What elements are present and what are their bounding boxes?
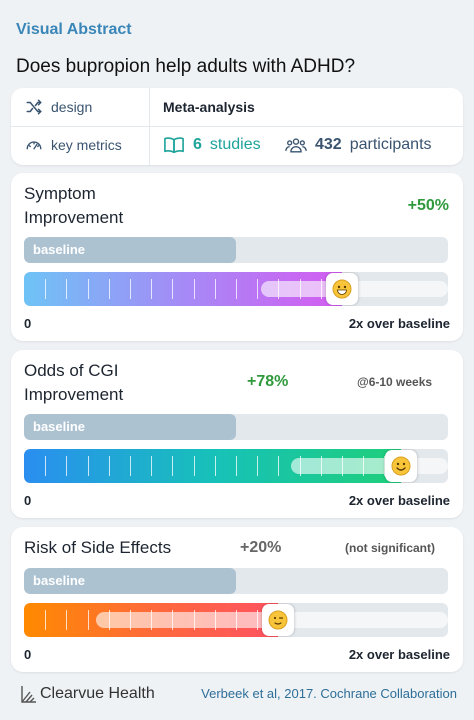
scale-min-label: 0: [24, 316, 32, 331]
visual-abstract-label: Visual Abstract: [16, 21, 132, 38]
studies-label: studies: [209, 136, 261, 153]
scale-tick: [193, 456, 195, 476]
summary-divider-horizontal: [11, 126, 463, 127]
scale-tick: [87, 456, 89, 476]
scale-tick: [45, 610, 47, 630]
design-value: Meta-analysis: [163, 99, 255, 115]
scale-max-label: 2x over baseline: [348, 493, 450, 508]
baseline-bar: baseline: [24, 414, 448, 440]
metric-card-cgi: Odds of CGI Improvement +78% @6-10 weeks…: [11, 350, 463, 518]
baseline-bar: baseline: [24, 237, 448, 263]
metric-percent: +50%: [407, 197, 449, 214]
scale-tick: [214, 456, 216, 476]
baseline-label: baseline: [33, 419, 86, 434]
brand-logo-icon: [21, 686, 36, 703]
scale-max-label: 2x over baseline: [348, 647, 450, 662]
open-book-icon: [164, 137, 184, 154]
citation: Verbeek et al, 2017. Cochrane Collaborat…: [201, 686, 457, 701]
metric-percent: +20%: [240, 539, 282, 556]
metric-title: Symptom Improvement: [24, 184, 124, 227]
confidence-interval: [291, 458, 448, 474]
shuffle-icon: [26, 99, 42, 115]
scale-tick: [236, 279, 237, 299]
slightly-smiling-face-icon: [262, 604, 295, 636]
metric-title: Odds of CGI Improvement: [24, 361, 124, 404]
scale-tick: [66, 279, 68, 299]
metrics-row-label: key metrics: [25, 136, 122, 154]
scale-tick: [130, 456, 131, 476]
scale-tick: [66, 610, 68, 630]
people-icon: [285, 138, 307, 153]
studies-metric: 6 studies: [163, 135, 261, 155]
scale-max-label: 2x over baseline: [348, 316, 450, 331]
summary-card: design Meta-analysis key metrics 6 studi…: [11, 88, 463, 165]
metric-percent: +78%: [247, 373, 289, 390]
scale-tick: [108, 279, 110, 299]
baseline-fill: baseline: [24, 568, 236, 594]
scale-tick: [278, 456, 280, 476]
scale-tick: [87, 610, 89, 630]
scale-tick: [108, 456, 110, 476]
scale-tick: [45, 279, 47, 299]
metric-note: (not significant): [345, 541, 435, 555]
baseline-fill: baseline: [24, 237, 236, 263]
brand: Clearvue Health: [20, 684, 155, 704]
baseline-label: baseline: [33, 573, 86, 588]
scale-tick: [151, 456, 153, 476]
scale-tick: [236, 456, 237, 476]
scale-tick: [151, 279, 153, 299]
page-title: Does bupropion help adults with ADHD?: [16, 56, 356, 77]
studies-count: 6: [193, 136, 202, 153]
design-label: design: [51, 99, 93, 115]
gauge-icon: [26, 141, 42, 150]
scale-tick: [87, 279, 89, 299]
smiling-face-icon: [385, 450, 418, 482]
grinning-face-icon: [326, 273, 358, 305]
baseline-label: baseline: [33, 242, 86, 257]
baseline-bar: baseline: [24, 568, 448, 594]
scale-tick: [214, 279, 216, 299]
metrics-label: key metrics: [51, 137, 122, 153]
metric-title: Risk of Side Effects: [24, 538, 172, 557]
scale-tick: [172, 456, 174, 476]
scale-tick: [193, 279, 195, 299]
scale-tick: [66, 456, 68, 476]
scale-tick: [172, 279, 174, 299]
scale-min-label: 0: [24, 493, 32, 508]
metric-note: @6-10 weeks: [357, 375, 433, 389]
baseline-fill: baseline: [24, 414, 236, 440]
participants-metric: 432 participants: [285, 135, 432, 155]
effect-bar: [24, 603, 448, 637]
effect-bar: [24, 272, 448, 306]
brand-name: Clearvue Health: [40, 685, 155, 702]
scale-tick: [257, 456, 259, 476]
scale-min-label: 0: [24, 647, 32, 662]
metric-card-symptom: Symptom Improvement +50% baseline 0 2x o…: [11, 173, 463, 341]
metric-card-side-effects: Risk of Side Effects +20% (not significa…: [11, 527, 463, 672]
scale-tick: [257, 279, 259, 299]
design-row-label: design: [25, 98, 92, 116]
scale-tick: [130, 279, 131, 299]
scale-tick: [45, 456, 47, 476]
participants-label: participants: [349, 136, 432, 153]
effect-bar: [24, 449, 448, 483]
participants-count: 432: [315, 136, 342, 153]
